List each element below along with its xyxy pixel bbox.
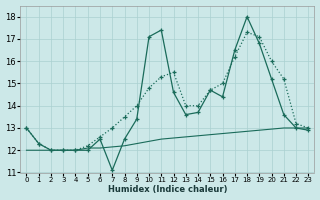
X-axis label: Humidex (Indice chaleur): Humidex (Indice chaleur): [108, 185, 227, 194]
